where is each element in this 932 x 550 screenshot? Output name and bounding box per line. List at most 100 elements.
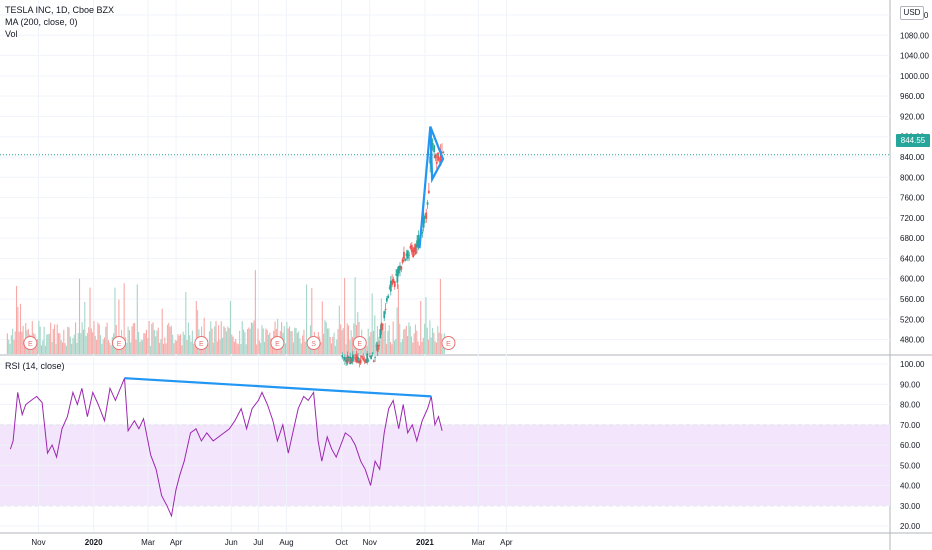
rsi-tick-label: 90.00 [900,380,921,389]
volume-bar [404,328,406,354]
volume-bar [405,325,407,354]
volume-bar [243,329,245,354]
time-tick-label: Apr [170,538,183,547]
volume-bar [153,329,155,354]
volume-bar [421,341,423,354]
volume-bar [215,320,217,354]
volume-bar [401,339,403,354]
volume-bar [194,343,196,354]
candle-body [389,280,392,292]
volume-bar [311,288,313,354]
volume-bar [288,326,291,354]
rsi-tick-label: 100.00 [900,360,925,369]
rsi-tick-label: 60.00 [900,441,921,450]
volume-legend[interactable]: Vol [5,29,18,39]
volume-bar [90,328,92,354]
volume-bar [439,278,441,354]
volume-bar [15,285,18,354]
volume-bar [336,339,338,354]
currency-badge[interactable]: USD [900,6,924,20]
rsi-tick-label: 80.00 [900,401,921,410]
volume-bar [89,287,91,354]
candle-body [397,265,400,274]
volume-bar [203,317,205,354]
volume-bar [254,270,256,354]
price-tick-label: 1000.00 [900,72,929,81]
volume-bar [332,336,334,354]
volume-bar [236,343,238,354]
volume-bar [395,338,397,354]
candle-body [367,360,370,362]
volume-bar [114,287,116,354]
event-marker [352,336,367,350]
volume-bar [262,328,264,354]
volume-bar [174,340,176,354]
candle-body [357,356,359,363]
candle-body [409,245,412,249]
event-marker-label: S [311,341,316,348]
candle-body [375,345,378,347]
candle-body [435,161,438,164]
candle-body [362,357,365,361]
volume-bar [39,326,41,354]
candle-body [382,324,384,326]
time-tick-label: Nov [31,538,45,547]
volume-bar [172,334,174,354]
volume-bar [141,340,144,354]
volume-bar [347,325,350,354]
volume-bar [111,337,113,354]
volume-bar [337,328,339,354]
volume-bar [178,335,180,354]
candle-body [416,240,418,248]
volume-bar [295,328,297,354]
volume-bar [412,342,414,354]
volume-bar [299,338,301,354]
volume-bar [106,322,108,354]
volume-bar [51,341,53,354]
candle-body [400,266,403,270]
symbol-title[interactable]: TESLA INC, 1D, Cboe BZX [5,5,115,15]
candle-body [374,357,376,359]
main-legend: TESLA INC, 1D, Cboe BZX MA (200, close, … [5,4,114,40]
volume-bar [206,342,208,354]
candle-body [417,235,420,247]
candle-body [422,217,425,228]
candle-body [371,352,374,354]
volume-bar [107,340,109,354]
candle-body [341,355,344,358]
volume-bar [350,330,352,354]
candle-body [403,251,405,259]
volume-bar [19,303,22,354]
rsi-title[interactable]: RSI (14, close) [5,361,65,371]
volume-bar [82,329,85,354]
volume-bar [210,321,212,354]
volume-bar [408,322,410,354]
volume-bar [17,306,19,354]
volume-bar [76,342,78,354]
ma-legend[interactable]: MA (200, close, 0) [5,17,78,27]
volume-bar [414,324,417,354]
volume-bar [155,336,157,354]
volume-bar [176,340,178,354]
candle-body [355,354,358,363]
volume-bar [48,333,50,354]
volume-bar [223,326,225,354]
volume-bar [164,337,166,354]
volume-bar [353,323,355,354]
event-marker-label: E [117,341,122,348]
price-tick-label: 680.00 [900,234,925,243]
volume-bar [77,333,79,354]
price-tick-label: 960.00 [900,92,925,101]
volume-bar [157,327,159,354]
volume-bar [182,331,184,354]
last-price-badge: 844.55 [896,134,930,147]
volume-bar [290,330,292,354]
volume-bar [134,322,136,354]
volume-bar [44,345,46,354]
volume-bar [64,343,66,354]
pennant-triangle [429,126,445,184]
volume-bar [193,343,195,354]
volume-bar [38,320,40,354]
volume-bar [147,338,149,354]
